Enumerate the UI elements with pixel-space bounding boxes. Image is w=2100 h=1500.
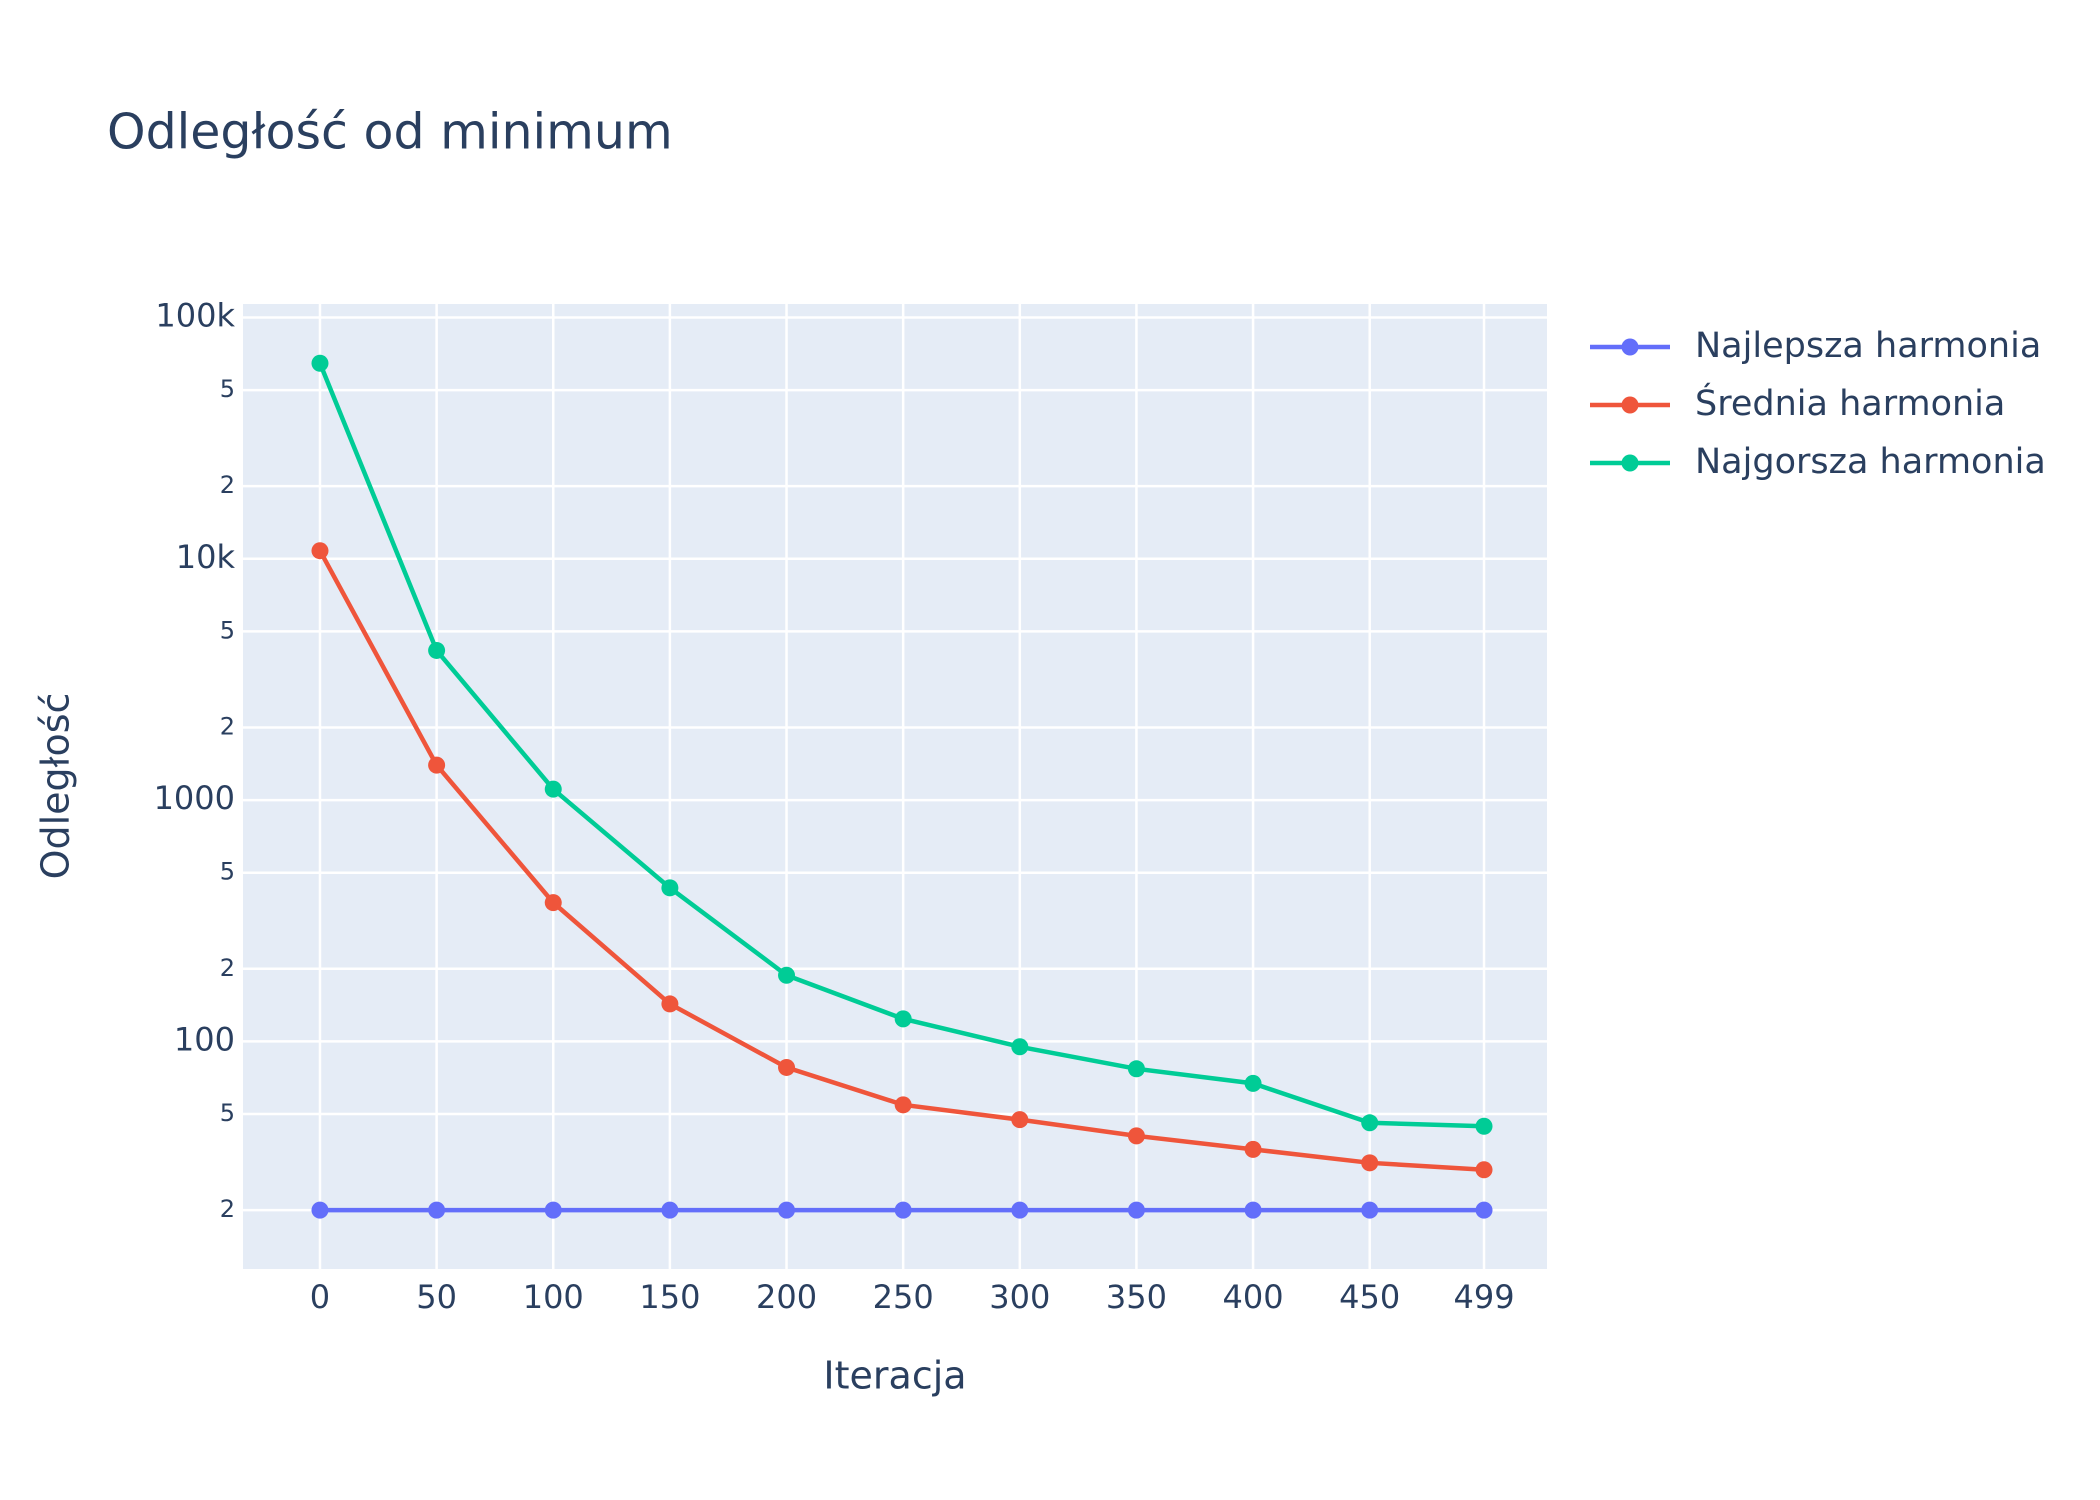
legend-label: Najgorsza harmonia	[1695, 442, 2046, 482]
y-axis-title: Odległość	[34, 693, 78, 880]
series-marker	[544, 894, 562, 912]
y-tick-label: 100k	[155, 296, 235, 334]
x-tick-label: 499	[1453, 1278, 1514, 1316]
x-tick-label: 250	[873, 1278, 934, 1316]
x-tick-label: 0	[310, 1278, 330, 1316]
series-marker	[1127, 1127, 1145, 1145]
y-tick-label: 5	[220, 858, 235, 886]
y-tick-label: 2	[220, 471, 235, 499]
series-marker	[544, 1201, 562, 1219]
series-marker	[428, 641, 446, 659]
x-tick-label: 200	[756, 1278, 817, 1316]
x-tick-label: 300	[989, 1278, 1050, 1316]
plot-area	[243, 304, 1547, 1269]
series-marker	[1361, 1114, 1379, 1132]
x-tick-label: 100	[523, 1278, 584, 1316]
series-marker	[544, 780, 562, 798]
series-marker	[1011, 1038, 1029, 1056]
series-marker	[428, 756, 446, 774]
y-tick-label: 2	[220, 1195, 235, 1223]
chart-title: Odległość od minimum	[107, 104, 673, 161]
series-marker	[778, 1058, 796, 1076]
y-tick-label: 10k	[176, 538, 236, 576]
series-marker	[1244, 1074, 1262, 1092]
legend-marker	[1621, 396, 1639, 414]
series-marker	[1011, 1201, 1029, 1219]
series-marker	[428, 1201, 446, 1219]
series-marker	[1127, 1060, 1145, 1078]
series-marker	[1244, 1140, 1262, 1158]
series-marker	[1361, 1154, 1379, 1172]
series-marker	[661, 1201, 679, 1219]
series-marker	[661, 995, 679, 1013]
y-tick-label: 100	[174, 1020, 235, 1058]
series-marker	[1475, 1117, 1493, 1135]
series-marker	[894, 1010, 912, 1028]
series-marker	[1475, 1161, 1493, 1179]
x-axis-title: Iteracja	[823, 1354, 966, 1398]
series-marker	[311, 542, 329, 560]
y-tick-label: 5	[220, 1099, 235, 1127]
x-tick-label: 400	[1223, 1278, 1284, 1316]
series-marker	[311, 1201, 329, 1219]
series-marker	[778, 1201, 796, 1219]
legend-label: Średnia harmonia	[1695, 382, 2005, 424]
x-tick-label: 350	[1106, 1278, 1167, 1316]
legend-marker	[1621, 454, 1639, 472]
series-marker	[894, 1201, 912, 1219]
x-tick-label: 450	[1339, 1278, 1400, 1316]
series-marker	[894, 1096, 912, 1114]
y-tick-label: 5	[220, 616, 235, 644]
series-marker	[1361, 1201, 1379, 1219]
y-tick-label: 5	[220, 375, 235, 403]
series-marker	[1244, 1201, 1262, 1219]
legend-label: Najlepsza harmonia	[1695, 326, 2041, 366]
series-marker	[1127, 1201, 1145, 1219]
series-marker	[778, 966, 796, 984]
series-marker	[311, 354, 329, 372]
legend-marker	[1621, 338, 1639, 356]
y-tick-label: 1000	[154, 779, 235, 817]
series-marker	[661, 879, 679, 897]
x-tick-label: 50	[416, 1278, 457, 1316]
y-tick-label: 2	[220, 712, 235, 740]
series-marker	[1011, 1111, 1029, 1129]
x-tick-label: 150	[639, 1278, 700, 1316]
series-marker	[1475, 1201, 1493, 1219]
y-tick-label: 2	[220, 954, 235, 982]
